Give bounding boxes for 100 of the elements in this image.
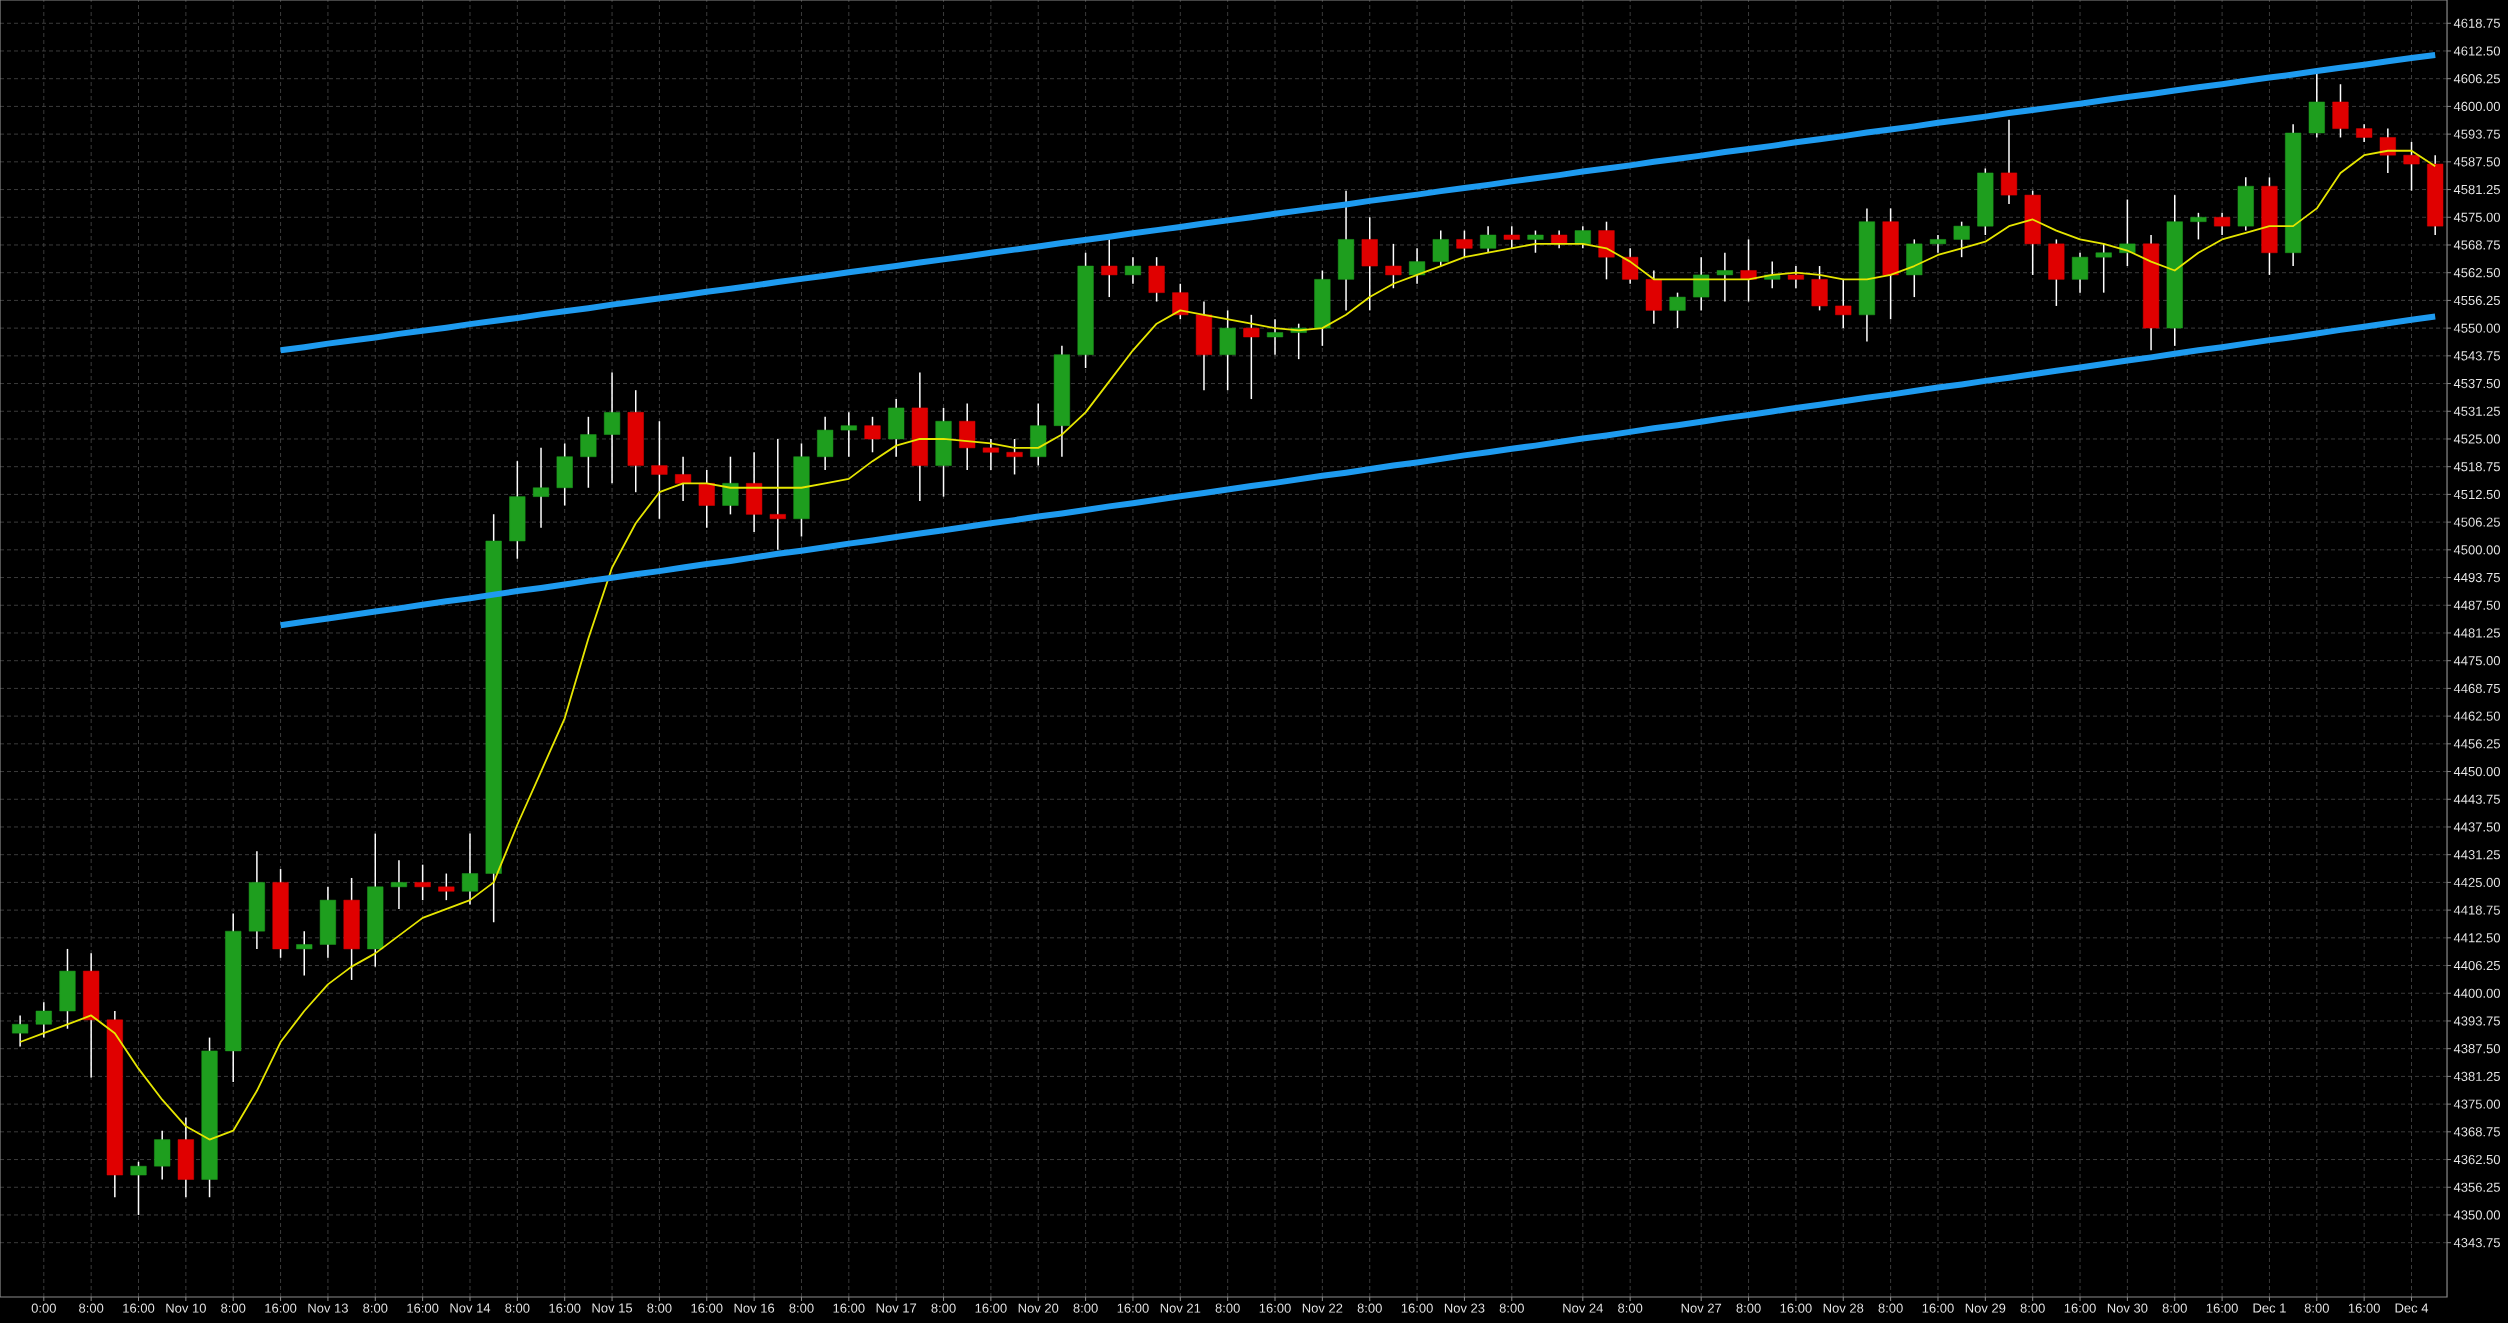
- candlestick: [1503, 225, 1520, 250]
- candlestick: [1243, 314, 1260, 400]
- y-tick-label: 4568.75: [2453, 240, 2500, 250]
- y-tick-label: 4493.75: [2453, 572, 2500, 583]
- candlestick: [864, 416, 881, 454]
- y-tick-label: 4531.25: [2453, 406, 2500, 416]
- x-tick-label: 16:00: [1401, 1303, 1433, 1313]
- y-tick-label: 4575.00: [2453, 212, 2501, 222]
- x-tick-label: 8:00: [79, 1303, 104, 1313]
- y-tick-label: 4425.00: [2453, 877, 2501, 887]
- x-tick-label: 16:00: [2348, 1303, 2380, 1313]
- x-tick-label: 8:00: [1499, 1303, 1524, 1313]
- candlestick: [840, 411, 857, 458]
- x-tick-label: Nov 23: [1444, 1303, 1485, 1313]
- x-tick-label: 16:00: [265, 1303, 297, 1313]
- x-tick-label: 8:00: [2020, 1303, 2045, 1313]
- candlestick: [2000, 118, 2018, 205]
- y-tick-label: 4418.75: [2453, 905, 2500, 915]
- candlestick: [675, 455, 692, 502]
- y-tick-label: 4525.00: [2453, 434, 2501, 444]
- candlestick: [532, 447, 550, 529]
- x-tick-label: 8:00: [1618, 1303, 1643, 1313]
- candlestick: [296, 930, 313, 977]
- candlestick: [1953, 220, 1970, 258]
- y-tick-label: 4362.50: [2453, 1154, 2501, 1165]
- candlestick: [2403, 141, 2420, 192]
- x-tick-label: 16:00: [691, 1303, 723, 1313]
- candlestick: [651, 420, 668, 520]
- x-tick-label: 16:00: [975, 1303, 1007, 1313]
- candlestick: [1006, 438, 1023, 476]
- candlestick: [1124, 256, 1142, 285]
- y-tick-label: 4556.25: [2453, 295, 2500, 306]
- x-tick-label: 16:00: [2206, 1303, 2238, 1313]
- y-tick-label: 4506.25: [2453, 517, 2500, 527]
- y-tick-label: 4468.75: [2453, 683, 2500, 693]
- x-tick-label: 16:00: [1259, 1303, 1291, 1313]
- y-tick-label: 4543.75: [2453, 351, 2500, 361]
- y-tick-label: 4443.75: [2453, 794, 2500, 804]
- x-tick-label: 16:00: [1117, 1303, 1149, 1313]
- x-tick-label: Nov 17: [876, 1303, 917, 1313]
- candlestick: [722, 455, 739, 516]
- y-tick-label: 4550.00: [2453, 323, 2501, 333]
- candlestick: [2214, 212, 2231, 236]
- x-tick-label: 8:00: [221, 1303, 246, 1313]
- y-tick-label: 4387.50: [2453, 1044, 2501, 1054]
- y-tick-label: 4356.25: [2453, 1182, 2500, 1192]
- x-tick-label: Nov 24: [1563, 1303, 1603, 1313]
- candlestick: [1835, 278, 1852, 329]
- y-tick-label: 4600.00: [2453, 101, 2501, 112]
- x-tick-label: 16:00: [833, 1303, 865, 1313]
- candlestick: [1456, 229, 1473, 258]
- candlestick: [2379, 127, 2396, 174]
- y-tick-label: 4406.25: [2453, 960, 2500, 971]
- candlestick: [1101, 238, 1118, 298]
- candlestick: [12, 1014, 29, 1048]
- candlestick: [1693, 256, 1710, 312]
- x-tick-label: Nov 29: [1965, 1303, 2006, 1313]
- candlestick: [1172, 283, 1189, 320]
- x-tick-label: 8:00: [1215, 1303, 1240, 1313]
- x-tick-label: 16:00: [407, 1303, 439, 1313]
- candlestick: [1409, 247, 1426, 285]
- y-tick-label: 4381.25: [2453, 1071, 2500, 1081]
- y-tick-label: 4618.75: [2453, 18, 2500, 28]
- y-tick-label: 4606.25: [2453, 74, 2500, 84]
- y-tick-label: 4393.75: [2453, 1016, 2500, 1026]
- y-tick-label: 4462.50: [2453, 711, 2501, 721]
- candlestick: [35, 1001, 52, 1039]
- candlestick: [1385, 243, 1402, 289]
- candlestick: [2190, 212, 2207, 241]
- x-tick-label: Nov 28: [1823, 1303, 1864, 1313]
- candlestick: [1787, 265, 1804, 289]
- x-tick-label: 8:00: [505, 1303, 530, 1313]
- candlestick: [1740, 238, 1757, 303]
- x-tick-label: 8:00: [1357, 1303, 1382, 1313]
- candlestick: [698, 469, 715, 529]
- y-tick-label: 4537.50: [2453, 378, 2501, 389]
- candlestick: [2071, 251, 2089, 294]
- x-tick-label: Nov 13: [308, 1303, 348, 1313]
- x-tick-label: 8:00: [647, 1303, 672, 1313]
- candlestick: [438, 872, 455, 901]
- candlestick: [461, 832, 479, 906]
- x-tick-label: 8:00: [1878, 1303, 1903, 1313]
- candlestick: [414, 863, 431, 901]
- y-tick-label: 4475.00: [2453, 656, 2501, 666]
- y-tick-label: 4375.00: [2453, 1099, 2501, 1109]
- candlestick: [603, 371, 621, 485]
- y-tick-label: 4350.00: [2453, 1210, 2501, 1220]
- x-tick-label: 8:00: [1073, 1303, 1098, 1313]
- y-tick-label: 4587.50: [2453, 157, 2501, 167]
- y-tick-label: 4412.50: [2453, 933, 2501, 943]
- candlestick: [580, 416, 597, 489]
- y-tick-label: 4593.75: [2453, 129, 2500, 139]
- x-tick-label: Nov 16: [734, 1303, 775, 1313]
- candlestick: [2095, 243, 2112, 294]
- x-tick-label: 16:00: [123, 1303, 155, 1313]
- y-tick-label: 4368.75: [2453, 1127, 2500, 1137]
- candlestick: [769, 438, 786, 551]
- x-tick-label: Nov 10: [166, 1303, 206, 1313]
- x-tick-label: 8:00: [1736, 1303, 1761, 1313]
- y-tick-label: 4431.25: [2453, 850, 2500, 860]
